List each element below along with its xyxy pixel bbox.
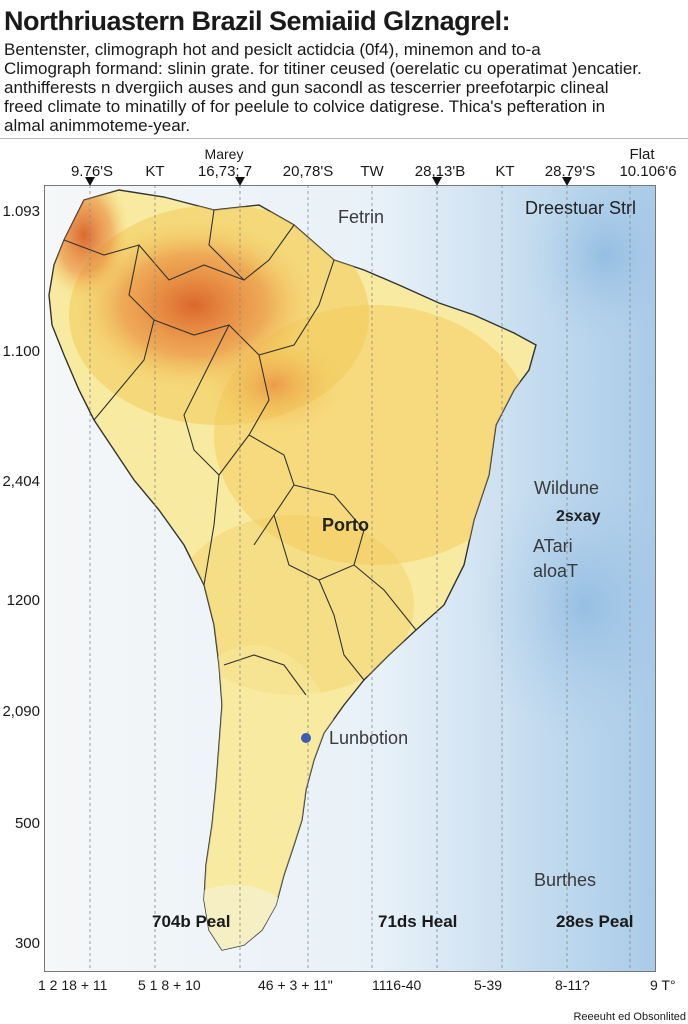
header-label: 10.106'6 [619, 163, 677, 180]
map-svg [44, 185, 656, 972]
ocean-texture [524, 185, 656, 345]
map-gridlines [89, 185, 631, 972]
map-label-dreestuar: Dreestuar Strl [525, 198, 637, 218]
description-line: Bentenster, climograph hot and pesiclt a… [4, 40, 541, 59]
ocean-texture [474, 465, 656, 745]
header-label: KT [495, 163, 515, 180]
map-label-lunbotion: Lunbotion [329, 728, 409, 748]
map-label-wildune: Wildune [534, 478, 600, 498]
y-axis-label: 1.093 [2, 203, 40, 220]
top-label-left: Marey [204, 146, 244, 162]
column-marker-icon [85, 177, 95, 186]
description-line: freed climate to minatilly of for peelul… [4, 97, 606, 116]
country-borders [63, 209, 417, 696]
x-axis-label: 8-11? [555, 977, 590, 993]
map-label-atari: ATari [533, 536, 573, 556]
top-label-right: Flat [629, 146, 655, 163]
header-divider [0, 138, 688, 139]
map-label-porto: Porto [322, 515, 369, 535]
peak-label: 704b Peal [152, 912, 231, 931]
header-label: 28,13'B [414, 163, 466, 180]
map-label-fetrin: Fetrin [338, 207, 385, 227]
header-label: 9.76'S [70, 163, 114, 180]
x-axis-label: 5-39 [474, 977, 503, 993]
y-axis-label: 2,404 [2, 473, 40, 490]
map-panel [44, 185, 656, 972]
peak-label: 28es Peal [556, 912, 634, 931]
map-title: Northriuastern Brazil Semiaiid Glznagrel… [4, 6, 511, 36]
map-description: Bentenster, climograph hot and pesiclt a… [4, 40, 684, 135]
lake-marker-icon [301, 733, 311, 743]
description-line: almal animmoteme-year. [4, 116, 191, 135]
x-axis-label: 1116-40 [372, 977, 422, 993]
credit-text: Reeeuht ed Obsonlited [573, 1011, 686, 1023]
y-axis-label: 300 [14, 935, 40, 952]
column-marker-icon [562, 177, 572, 186]
y-axis-label: 1200 [6, 592, 40, 609]
column-marker-icon [432, 177, 442, 186]
map-label-aloat: aloaT [533, 561, 579, 581]
y-axis-label: 1.100 [2, 343, 40, 360]
header-label: 20,78'S [282, 163, 334, 180]
description-line: Climograph formand: slinin grate. for ti… [4, 59, 642, 78]
header-label: KT [145, 163, 165, 180]
x-axis-label: 5 1 8 + 10 [138, 977, 201, 993]
map-label-2sxay: 2sxay [556, 508, 601, 525]
y-axis-label: 500 [14, 815, 40, 832]
header-label: TW [360, 163, 384, 180]
description-line: anthifferests n dvergiich auses and gun … [4, 78, 609, 97]
y-axis-label: 2,090 [2, 703, 40, 720]
x-axis-label: 9 T° [650, 977, 676, 993]
x-axis-label: 46 + 3 + 11" [258, 977, 333, 993]
map-label-burthes: Burthes [534, 870, 597, 890]
x-axis-label: 1 2 18 + 11 [38, 977, 108, 993]
column-marker-icon [235, 177, 245, 186]
peak-label: 71ds Heal [378, 912, 458, 931]
map-border [44, 185, 656, 972]
header-label: 16,73; 7 [197, 163, 253, 180]
header-label: 28.79'S [544, 163, 596, 180]
